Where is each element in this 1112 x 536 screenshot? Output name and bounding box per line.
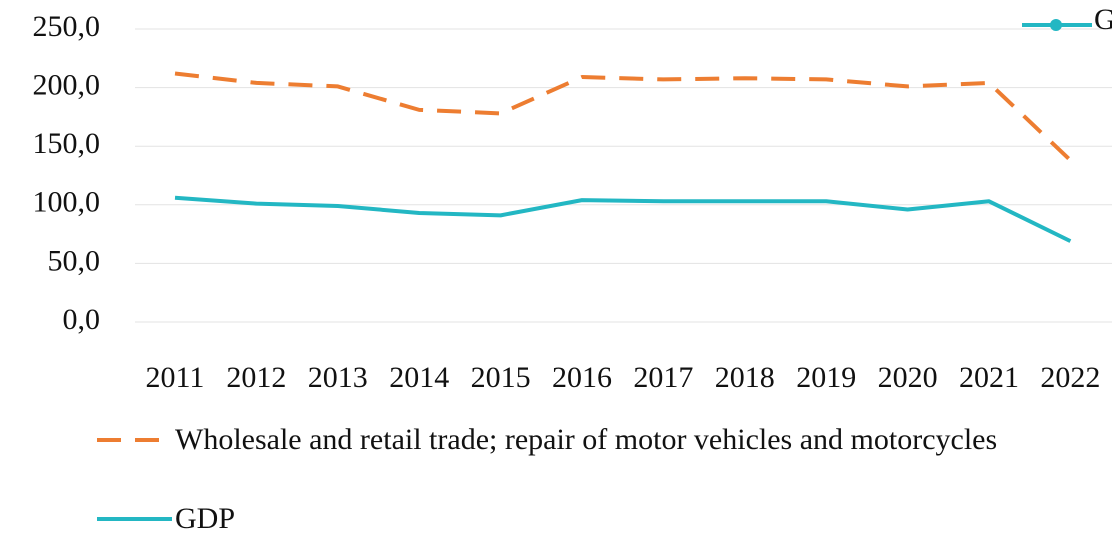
x-tick-label: 2012 (226, 361, 286, 394)
series-line (174, 71, 1072, 162)
x-tick-label: 2020 (878, 361, 938, 394)
x-tick-label: 2017 (633, 361, 693, 394)
y-tick-label: 250,0 (33, 10, 101, 43)
y-tick-label: 150,0 (33, 127, 101, 160)
x-tick-label: 2015 (471, 361, 531, 394)
legend-label: GDP (1094, 3, 1112, 36)
x-tick-label: 2016 (552, 361, 612, 394)
x-tick-label: 2022 (1040, 361, 1100, 394)
x-tick-label: 2014 (389, 361, 449, 394)
legend-marker (1050, 19, 1062, 31)
series-line (174, 195, 1072, 243)
x-tick-label: 2019 (796, 361, 856, 394)
x-tick-label: 2021 (959, 361, 1019, 394)
legend-label: Wholesale and retail trade; repair of mo… (175, 423, 998, 456)
x-tick-label: 2018 (715, 361, 775, 394)
y-tick-label: 200,0 (33, 68, 101, 101)
x-tick-label: 2013 (308, 361, 368, 394)
legend-label: GDP (175, 502, 236, 535)
y-tick-label: 50,0 (48, 244, 101, 277)
x-tick-label: 2011 (146, 361, 205, 394)
y-tick-label: 100,0 (33, 186, 101, 219)
y-tick-label: 0,0 (63, 303, 101, 336)
